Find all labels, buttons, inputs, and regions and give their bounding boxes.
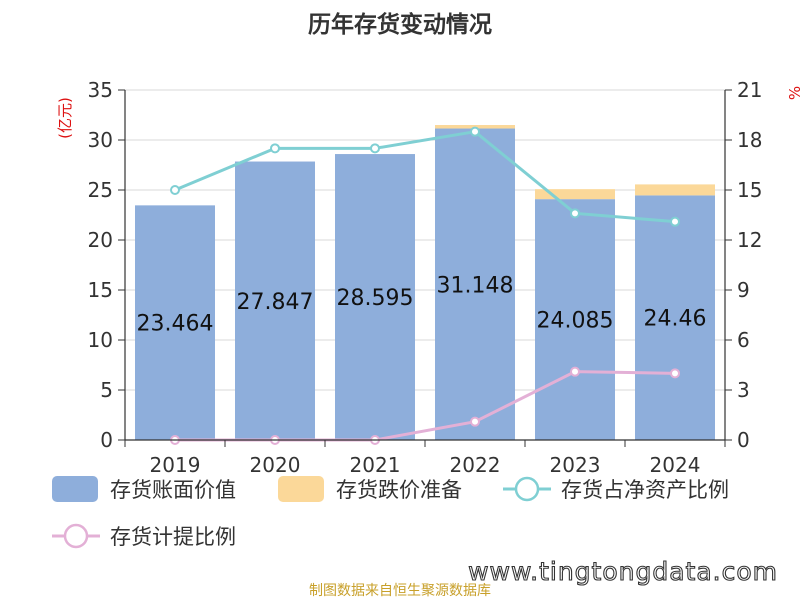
bar-impairment <box>635 184 715 196</box>
line-point <box>570 208 580 219</box>
legend-swatch-marker <box>514 476 540 502</box>
legend-label: 存货占净资产比例 <box>561 478 729 502</box>
y-right-tick-label: 18 <box>737 128 762 152</box>
legend-item: 存货账面价值 <box>52 476 236 502</box>
y-right-tick-label: 21 <box>737 78 762 102</box>
y-left-tick-label: 10 <box>88 328 113 352</box>
x-tick-label: 2021 <box>350 453 401 477</box>
bar-book-value <box>435 128 515 440</box>
legend-swatch <box>52 476 98 502</box>
bar-book-value <box>635 195 715 440</box>
y-right-tick-label: 3 <box>737 378 750 402</box>
x-tick-label: 2019 <box>150 453 201 477</box>
legend-label: 存货跌价准备 <box>336 478 462 502</box>
x-tick-label: 2020 <box>250 453 301 477</box>
y-left-tick-label: 0 <box>100 428 113 452</box>
bar-book-value <box>235 161 315 440</box>
y-right-tick-label: 15 <box>737 178 762 202</box>
x-tick-label: 2024 <box>650 453 701 477</box>
legend-item: 存货占净资产比例 <box>503 476 729 502</box>
y-left-tick-label: 15 <box>88 278 113 302</box>
bar-book-value <box>535 199 615 440</box>
y-right-tick-label: 6 <box>737 328 750 352</box>
y-left-tick-label: 20 <box>88 228 113 252</box>
legend-swatch-marker <box>63 523 89 549</box>
y-left-tick-label: 35 <box>88 78 113 102</box>
y-right-tick-label: 9 <box>737 278 750 302</box>
x-tick-label: 2022 <box>450 453 501 477</box>
y-right-tick-label: 12 <box>737 228 762 252</box>
bar-value-label: 24.46 <box>644 307 707 332</box>
bar-book-value <box>135 205 215 440</box>
tick-labels: 0 5 10 15 20 25 30 35 0 3 6 9 12 15 18 21 2019 2020 2021 20… <box>88 78 763 477</box>
legend-item: 存货计提比例 <box>52 523 236 549</box>
bar-value-label: 31.148 <box>437 273 514 298</box>
legend-item: 存货跌价准备 <box>278 476 462 502</box>
legend-swatch <box>278 476 324 502</box>
bar-value-label: 27.847 <box>237 290 314 315</box>
axes <box>118 89 732 447</box>
y-axis-right-label: % <box>786 86 800 100</box>
bar-impairment <box>535 189 615 200</box>
line-point <box>370 143 380 154</box>
watermark: www.tingtongdata.com <box>468 557 778 586</box>
line-point <box>270 143 280 154</box>
line-point <box>470 416 480 427</box>
source-note: 制图数据来自恒生聚源数据库 <box>309 583 491 599</box>
bar-value-label: 24.085 <box>537 309 614 334</box>
bar-value-label: 23.464 <box>137 312 214 337</box>
bars: 23.464 27.847 28.595 31.148 24.085 24.46 <box>135 125 715 441</box>
line-point <box>170 185 180 195</box>
line-point <box>470 126 480 137</box>
y-right-tick-label: 0 <box>737 428 750 452</box>
y-left-tick-label: 30 <box>88 128 113 152</box>
line-point <box>670 368 680 379</box>
line-net-asset-ratio <box>174 130 676 224</box>
bar-book-value <box>335 154 415 441</box>
y-axis-left-label: (亿元) <box>56 97 74 139</box>
legend-label: 存货账面价值 <box>110 478 236 502</box>
legend-label: 存货计提比例 <box>110 525 236 549</box>
line-point <box>570 366 580 377</box>
bar-value-label: 28.595 <box>337 286 414 311</box>
x-tick-label: 2023 <box>550 453 601 477</box>
y-left-tick-label: 25 <box>88 178 113 202</box>
chart-title: 历年存货变动情况 <box>308 11 492 38</box>
line-point <box>670 216 680 227</box>
y-left-tick-label: 5 <box>100 378 113 402</box>
